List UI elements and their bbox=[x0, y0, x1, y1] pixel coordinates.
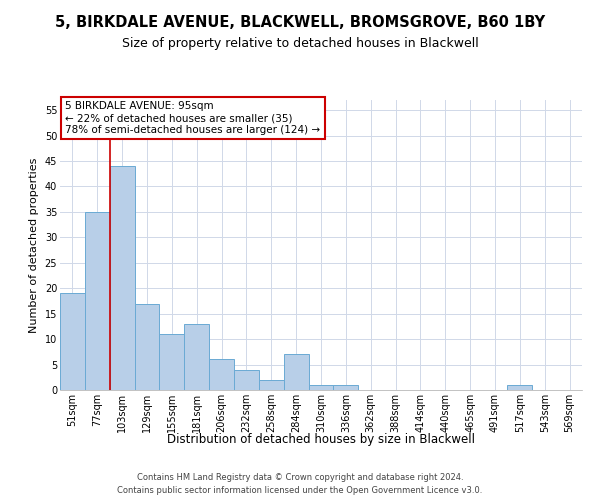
Bar bbox=[234, 370, 259, 390]
Bar bbox=[334, 385, 358, 390]
Y-axis label: Number of detached properties: Number of detached properties bbox=[29, 158, 39, 332]
Text: Size of property relative to detached houses in Blackwell: Size of property relative to detached ho… bbox=[122, 38, 478, 51]
Bar bbox=[508, 385, 532, 390]
Bar bbox=[209, 360, 234, 390]
Bar bbox=[284, 354, 308, 390]
Text: Distribution of detached houses by size in Blackwell: Distribution of detached houses by size … bbox=[167, 432, 475, 446]
Bar bbox=[85, 212, 110, 390]
Bar bbox=[110, 166, 134, 390]
Text: Contains public sector information licensed under the Open Government Licence v3: Contains public sector information licen… bbox=[118, 486, 482, 495]
Bar bbox=[308, 385, 334, 390]
Bar bbox=[184, 324, 209, 390]
Bar bbox=[160, 334, 184, 390]
Bar bbox=[259, 380, 284, 390]
Bar bbox=[134, 304, 160, 390]
Text: 5, BIRKDALE AVENUE, BLACKWELL, BROMSGROVE, B60 1BY: 5, BIRKDALE AVENUE, BLACKWELL, BROMSGROV… bbox=[55, 15, 545, 30]
Bar bbox=[60, 294, 85, 390]
Text: Contains HM Land Registry data © Crown copyright and database right 2024.: Contains HM Land Registry data © Crown c… bbox=[137, 472, 463, 482]
Text: 5 BIRKDALE AVENUE: 95sqm
← 22% of detached houses are smaller (35)
78% of semi-d: 5 BIRKDALE AVENUE: 95sqm ← 22% of detach… bbox=[65, 102, 320, 134]
